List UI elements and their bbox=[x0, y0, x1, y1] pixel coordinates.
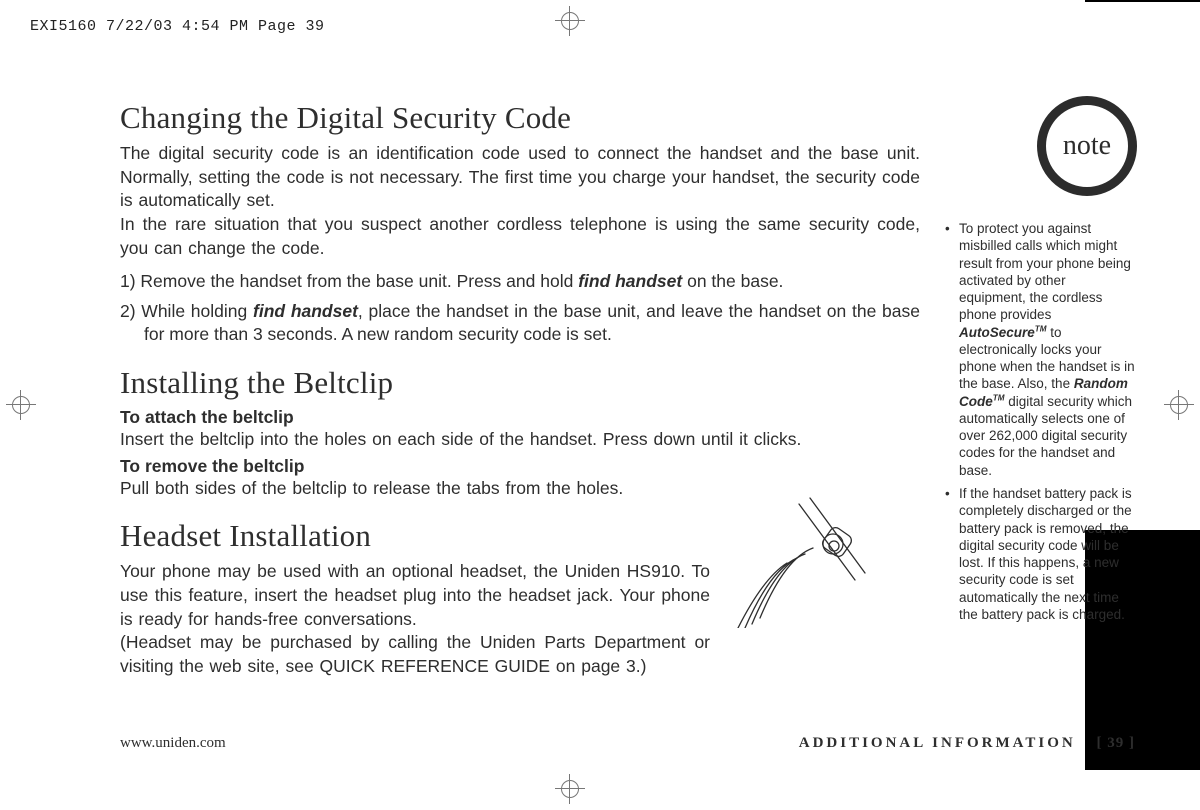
reg-mark-right bbox=[1164, 390, 1194, 420]
reg-mark-bottom bbox=[555, 774, 585, 804]
title-beltclip: Installing the Beltclip bbox=[120, 365, 920, 401]
footer-url: www.uniden.com bbox=[120, 735, 226, 752]
step-2: 2) While holding find handset, place the… bbox=[120, 300, 920, 347]
para-seccode-1: The digital security code is an identifi… bbox=[120, 142, 920, 213]
sidebar: note To protect you against misbilled ca… bbox=[945, 100, 1135, 750]
headset-illustration bbox=[715, 488, 890, 628]
note-badge: note bbox=[1037, 96, 1137, 196]
para-attach: Insert the beltclip into the holes on ea… bbox=[120, 428, 920, 452]
footer-page: [ 39 ] bbox=[1097, 735, 1136, 751]
side-bullet-1: To protect you against misbilled calls w… bbox=[959, 220, 1135, 479]
note-label: note bbox=[1063, 130, 1111, 162]
side-notes: To protect you against misbilled calls w… bbox=[945, 220, 1135, 623]
page-footer: www.uniden.com ADDITIONAL INFORMATION [ … bbox=[120, 735, 1135, 752]
para-seccode-2: In the rare situation that you suspect a… bbox=[120, 213, 920, 260]
subhead-attach: To attach the beltclip bbox=[120, 407, 920, 428]
para-headset-1: Your phone may be used with an optional … bbox=[120, 560, 710, 631]
edge-rule bbox=[1085, 0, 1200, 2]
reg-mark-top bbox=[555, 6, 585, 36]
step-1: 1) Remove the handset from the base unit… bbox=[120, 270, 920, 294]
steps-list: 1) Remove the handset from the base unit… bbox=[120, 270, 920, 347]
subhead-remove: To remove the beltclip bbox=[120, 456, 920, 477]
reg-mark-left bbox=[6, 390, 36, 420]
side-bullet-2: If the handset battery pack is completel… bbox=[959, 485, 1135, 623]
print-slug: EXI5160 7/22/03 4:54 PM Page 39 bbox=[30, 18, 325, 35]
para-headset-2: (Headset may be purchased by calling the… bbox=[120, 631, 710, 678]
footer-chapter: ADDITIONAL INFORMATION [ 39 ] bbox=[799, 735, 1135, 752]
main-column: Changing the Digital Security Code The d… bbox=[120, 100, 945, 750]
title-security-code: Changing the Digital Security Code bbox=[120, 100, 920, 136]
